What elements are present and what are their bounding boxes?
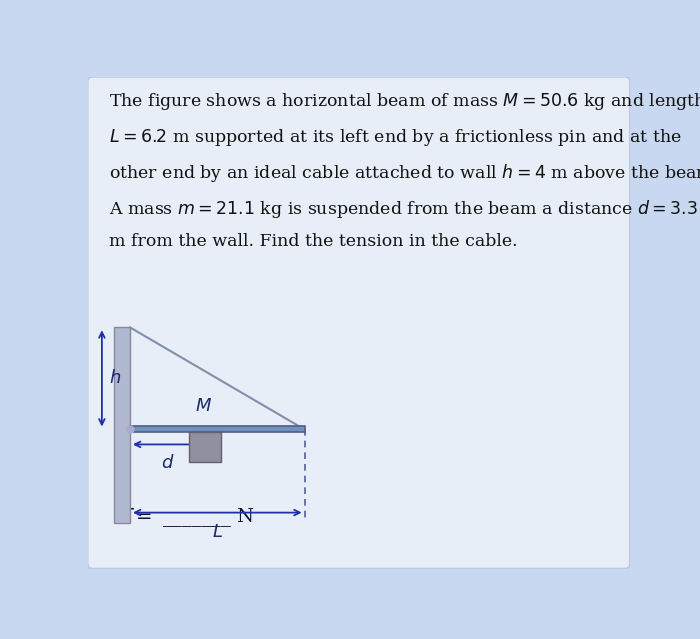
FancyBboxPatch shape bbox=[114, 327, 130, 523]
Text: $M$: $M$ bbox=[195, 397, 212, 415]
FancyBboxPatch shape bbox=[130, 426, 304, 433]
Text: $h$: $h$ bbox=[108, 369, 121, 387]
Text: A mass $m = 21.1$ kg is suspended from the beam a distance $d = 3.3$: A mass $m = 21.1$ kg is suspended from t… bbox=[109, 197, 698, 220]
FancyBboxPatch shape bbox=[88, 77, 630, 569]
Text: The figure shows a horizontal beam of mass $M = 50.6$ kg and length: The figure shows a horizontal beam of ma… bbox=[109, 91, 700, 112]
Text: $m$: $m$ bbox=[197, 438, 214, 456]
Text: $d$: $d$ bbox=[161, 454, 174, 472]
FancyBboxPatch shape bbox=[189, 433, 221, 462]
Text: other end by an ideal cable attached to wall $h = 4$ m above the beam.: other end by an ideal cable attached to … bbox=[109, 162, 700, 184]
Text: $L = 6.2$ m supported at its left end by a frictionless pin and at the: $L = 6.2$ m supported at its left end by… bbox=[109, 127, 682, 148]
Text: $L$: $L$ bbox=[212, 523, 223, 541]
Text: $T =$ _______ N: $T =$ _______ N bbox=[120, 507, 255, 529]
Text: m from the wall. Find the tension in the cable.: m from the wall. Find the tension in the… bbox=[109, 233, 518, 250]
